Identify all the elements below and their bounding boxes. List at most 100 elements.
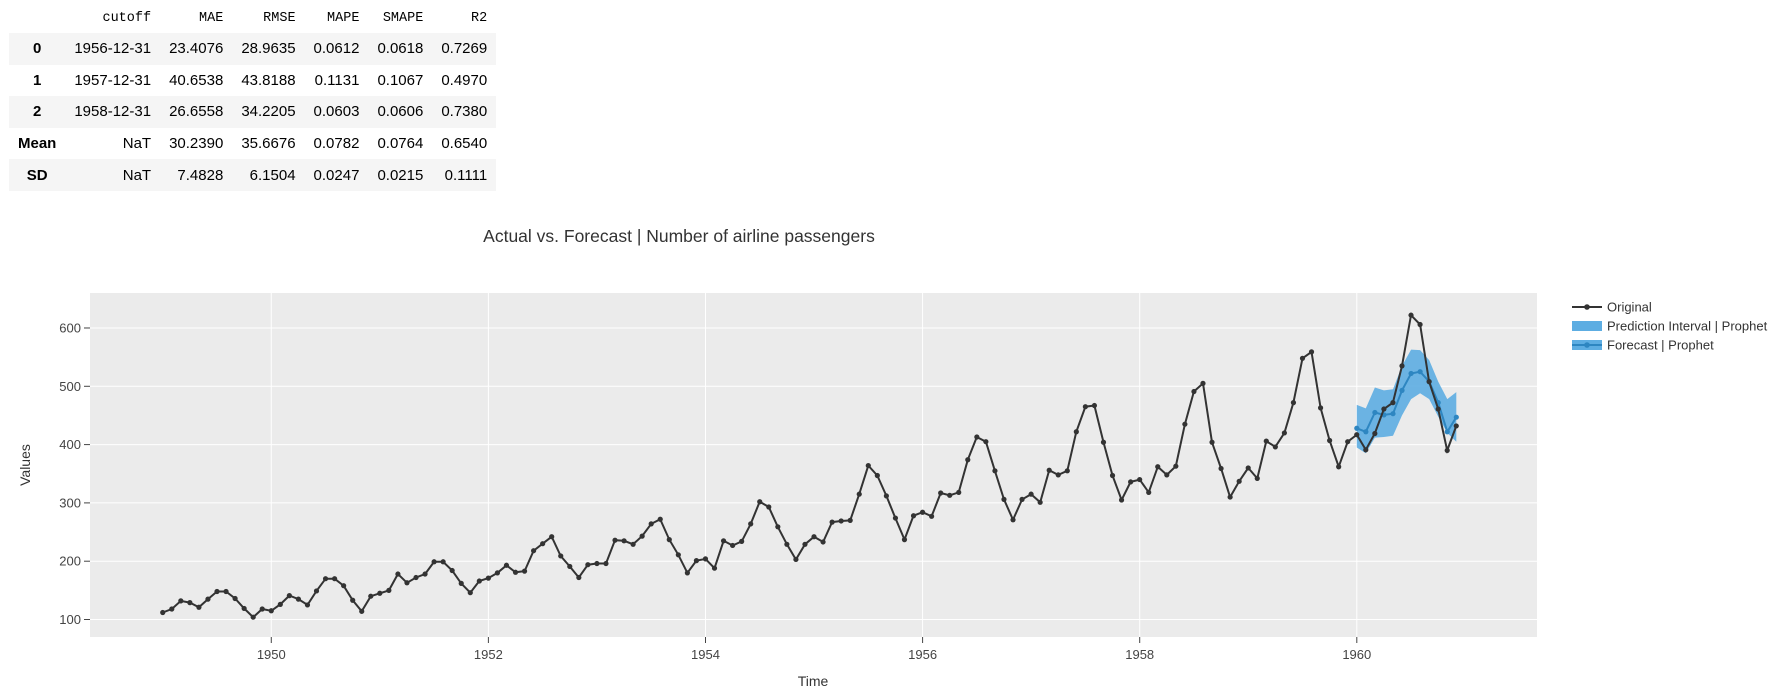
table-cell: 0.1067 <box>377 71 424 89</box>
y-tick-label: 300 <box>59 495 81 510</box>
header-cell: MAE <box>199 11 224 26</box>
x-tick-label: 1956 <box>908 647 937 662</box>
table-row: 1 1957-12-31 40.6538 43.8188 0.1131 0.10… <box>9 65 496 97</box>
forecast-point <box>1354 425 1360 431</box>
original-point <box>531 548 537 554</box>
original-point <box>720 538 727 544</box>
table-cell: 0.0612 <box>313 40 360 58</box>
original-point <box>503 562 510 568</box>
original-point <box>901 537 908 543</box>
legend-label: Original <box>1607 300 1652 315</box>
original-point <box>775 524 781 530</box>
original-point <box>1073 429 1079 435</box>
original-point <box>205 596 211 602</box>
original-point <box>1245 465 1251 471</box>
table-cell: 6.1504 <box>249 166 296 184</box>
original-point <box>1435 406 1441 412</box>
original-point <box>974 434 980 440</box>
original-point <box>956 489 962 496</box>
y-axis-label: Values <box>17 444 33 486</box>
table-row: SD NaT 7.4828 6.1504 0.0247 0.0215 0.111… <box>9 159 497 191</box>
original-point <box>277 601 283 607</box>
table-cell: 0.6540 <box>441 135 488 153</box>
original-point <box>965 457 971 463</box>
original-point <box>223 588 229 595</box>
original-point <box>1109 472 1116 479</box>
table-cell: 0.0618 <box>377 40 424 58</box>
original-point <box>1272 444 1278 450</box>
original-point <box>404 580 410 586</box>
original-point <box>657 516 663 522</box>
original-point <box>829 519 835 525</box>
original-point <box>368 593 374 599</box>
original-point <box>431 559 437 565</box>
row-index: Mean <box>18 135 57 153</box>
original-point <box>1399 363 1405 369</box>
table-cell: 0.0247 <box>313 166 360 184</box>
forecast-point <box>1453 414 1459 420</box>
forecast-point <box>1408 370 1414 377</box>
original-point <box>331 576 338 582</box>
original-point <box>476 578 482 584</box>
header-cell: SMAPE <box>382 11 424 26</box>
prediction-interval-band <box>1356 349 1457 454</box>
original-point <box>1299 355 1306 361</box>
original-point <box>413 574 419 581</box>
table-cell: 35.6676 <box>241 135 296 153</box>
original-point <box>576 574 582 581</box>
original-point <box>1336 464 1342 470</box>
legend-swatch-marker <box>1584 342 1590 348</box>
original-point <box>992 468 998 474</box>
row-index: 0 <box>33 40 42 58</box>
original-point <box>757 499 763 505</box>
legend-item[interactable]: Forecast | Prophet <box>1572 338 1714 353</box>
forecast-point <box>1417 369 1423 375</box>
x-tick-label: 1958 <box>1125 647 1154 662</box>
original-point <box>286 593 292 599</box>
y-tick-label: 400 <box>59 437 81 452</box>
table-cell: 30.2390 <box>169 135 224 153</box>
original-point <box>1118 497 1125 503</box>
table-cell: 0.1111 <box>444 166 488 184</box>
forecast-point <box>1444 429 1450 435</box>
table-cell: NaT <box>122 166 152 184</box>
forecast-point <box>1372 409 1378 416</box>
legend-swatch-band <box>1572 321 1602 331</box>
original-point <box>639 533 645 539</box>
table-cell: 1956-12-31 <box>74 40 152 58</box>
original-point <box>1417 321 1423 328</box>
original-point <box>1055 472 1061 478</box>
x-tick-label: 1952 <box>474 647 503 662</box>
table-cell: 0.0603 <box>313 103 360 121</box>
original-point <box>1281 430 1287 436</box>
original-point <box>1345 439 1351 445</box>
original-point <box>919 509 926 515</box>
original-point <box>359 608 365 614</box>
original-point <box>730 542 736 549</box>
original-point <box>766 504 772 510</box>
y-tick-label: 500 <box>59 379 81 394</box>
legend[interactable]: Original Prediction Interval | Prophet For… <box>1572 300 1768 353</box>
table-cell: 0.0606 <box>377 103 424 121</box>
table-cell: NaT <box>122 135 152 153</box>
legend-item[interactable]: Original <box>1572 300 1652 315</box>
original-point <box>1218 465 1224 472</box>
original-point <box>377 590 383 596</box>
original-point <box>1137 476 1143 483</box>
original-point <box>1236 478 1242 484</box>
legend-item[interactable]: Prediction Interval | Prophet <box>1572 319 1768 334</box>
table-cell: 0.7380 <box>441 103 488 121</box>
original-point <box>1010 517 1016 523</box>
original-point <box>1037 499 1043 505</box>
original-point <box>1100 439 1107 445</box>
metrics-table-header: cutoff MAE RMSE MAPE SMAPE R2 <box>9 4 496 33</box>
original-point <box>350 597 356 603</box>
x-tick-label: 1960 <box>1342 647 1371 662</box>
original-point <box>585 562 591 568</box>
original-point <box>1182 421 1188 427</box>
original-point <box>1444 447 1450 454</box>
y-tick-label: 600 <box>59 320 81 335</box>
original-point <box>1019 496 1025 502</box>
original-point <box>621 538 627 544</box>
